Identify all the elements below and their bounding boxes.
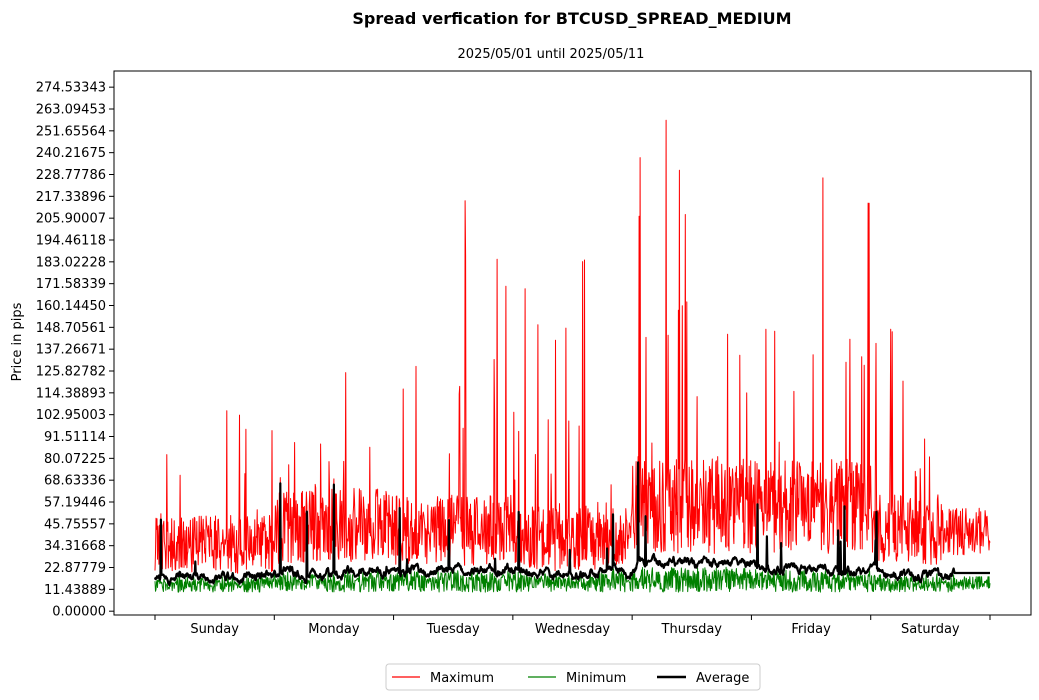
legend-box [385, 663, 761, 691]
y-tick-label: 263.09453 [36, 102, 106, 117]
y-tick-label: 57.19446 [44, 496, 106, 511]
series-line-minimum [154, 566, 991, 593]
x-tick-label: Saturday [901, 622, 960, 637]
x-tick-label: Friday [791, 622, 831, 637]
y-tick-label: 148.70561 [36, 321, 106, 336]
y-tick-label: 183.02228 [36, 255, 106, 270]
y-tick-label: 22.87779 [44, 561, 106, 576]
y-tick-label: 251.65564 [36, 124, 106, 139]
y-tick-label: 0.00000 [52, 605, 106, 620]
series-layer [153, 119, 991, 593]
legend: Maximum Minimum Average [385, 663, 761, 691]
y-tick-label: 171.58339 [36, 277, 106, 292]
y-tick-label: 34.31668 [44, 539, 106, 554]
y-tick-label: 68.63336 [44, 474, 106, 489]
x-tick-label: Tuesday [426, 622, 480, 637]
y-tick-label: 228.77786 [36, 168, 106, 183]
x-tick-label: Thursday [661, 622, 723, 637]
legend-label-maximum: Maximum [430, 671, 494, 686]
legend-label-average: Average [696, 671, 749, 686]
y-tick-label: 45.75557 [44, 517, 106, 532]
series-line-maximum [154, 119, 991, 574]
y-tick-label: 137.26671 [36, 343, 106, 358]
series-line-average [153, 461, 991, 587]
x-tick-label: Monday [308, 622, 360, 637]
y-tick-label: 194.46118 [36, 234, 106, 249]
y-tick-label: 240.21675 [36, 146, 106, 161]
y-tick-label: 205.90007 [36, 212, 106, 227]
y-tick-label: 102.95003 [36, 408, 106, 423]
y-tick-label: 274.53343 [36, 81, 106, 96]
y-tick-label: 11.43889 [44, 583, 106, 598]
x-tick-label: Sunday [190, 622, 239, 637]
legend-label-minimum: Minimum [566, 671, 626, 686]
y-tick-label: 80.07225 [44, 452, 106, 467]
y-tick-label: 125.82782 [36, 365, 106, 380]
x-tick-label: Wednesday [535, 622, 611, 637]
chart-subtitle: 2025/05/01 until 2025/05/11 [458, 47, 645, 62]
y-tick-label: 160.14450 [36, 299, 106, 314]
chart-title: Spread verfication for BTCUSD_SPREAD_MED… [352, 9, 791, 28]
y-tick-label: 217.33896 [36, 190, 106, 205]
plot-area-frame [113, 70, 1032, 616]
tick-layer: 0.00000 11.43889 22.87779 34.31668 45.75557 5… [36, 81, 991, 637]
y-axis-label: Price in pips [10, 302, 25, 381]
y-tick-label: 114.38893 [36, 386, 106, 401]
y-tick-label: 91.51114 [44, 430, 106, 445]
